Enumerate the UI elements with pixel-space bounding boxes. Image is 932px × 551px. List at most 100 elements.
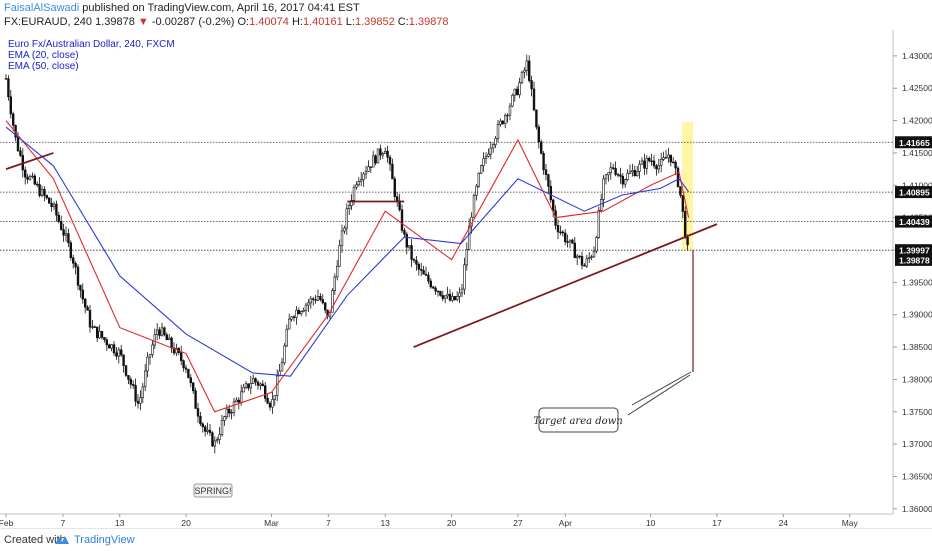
low-value: 1.39852 xyxy=(354,16,395,28)
candle-body xyxy=(134,385,137,402)
candle-body xyxy=(263,385,267,399)
candle-body xyxy=(633,170,637,177)
candle-body xyxy=(91,326,94,328)
candle-body xyxy=(120,349,123,356)
candle-body xyxy=(645,157,649,169)
candle-body xyxy=(225,408,228,418)
candle-body xyxy=(463,264,466,290)
candle-body xyxy=(86,306,89,311)
candle-body xyxy=(391,163,394,180)
candle-body xyxy=(170,337,173,349)
candle-body xyxy=(196,408,200,417)
candle-body xyxy=(573,242,577,259)
candle-body xyxy=(180,352,183,362)
ema50-line xyxy=(5,126,690,377)
price-tick-label: 1.37500 xyxy=(902,407,932,417)
candle-body xyxy=(100,331,104,338)
time-tick-label: 13 xyxy=(115,518,125,528)
candle-body xyxy=(285,328,288,347)
candle-body xyxy=(647,157,651,162)
author-link[interactable]: FaisalAlSawadi xyxy=(4,2,80,14)
price-tick-label: 1.37000 xyxy=(902,439,932,449)
candle-body xyxy=(228,408,231,414)
candle-body xyxy=(635,171,639,177)
target-projection: Target area down xyxy=(533,250,694,433)
candle-body xyxy=(551,199,555,212)
candle-body xyxy=(376,148,380,164)
candle-body xyxy=(422,270,425,275)
candle-body xyxy=(667,154,670,159)
time-tick-label: 7 xyxy=(61,518,66,528)
candle-body xyxy=(148,354,152,358)
candle-body xyxy=(242,386,245,393)
tradingview-brand[interactable]: TradingView xyxy=(74,534,135,546)
price-label-box xyxy=(895,136,932,149)
candle-body xyxy=(580,255,584,266)
time-tick-label: 13 xyxy=(380,518,390,528)
candle-body xyxy=(187,368,190,379)
candle-body xyxy=(256,381,260,386)
candle-body xyxy=(626,173,629,180)
candle-body xyxy=(561,231,565,234)
candle-body xyxy=(208,429,212,433)
candle-body xyxy=(590,256,593,258)
candle-body xyxy=(587,256,591,260)
candle-body xyxy=(614,167,617,175)
candle-body xyxy=(23,169,27,178)
candle-body xyxy=(657,164,661,170)
candle-body xyxy=(506,114,509,117)
candle-body xyxy=(527,60,531,81)
close-label: C: xyxy=(397,16,409,28)
candle-body xyxy=(16,136,20,152)
time-axis: Feb 7 13 20 Mar 7 13 20 27 Apr 10 17 24 May xyxy=(0,513,893,528)
candle-body xyxy=(69,242,73,259)
legend-ema50: EMA (50, close) xyxy=(8,61,79,72)
candle-body xyxy=(319,296,322,300)
candle-body xyxy=(232,401,236,413)
candle-body xyxy=(124,365,128,376)
candle-body xyxy=(165,334,168,341)
trend-line xyxy=(5,152,54,170)
candle-body xyxy=(146,356,149,372)
candle-body xyxy=(295,309,298,318)
candle-body xyxy=(547,174,550,187)
candle-body xyxy=(84,298,87,308)
candle-body xyxy=(249,383,252,389)
candle-body xyxy=(117,349,121,357)
price-tick-label: 1.36500 xyxy=(902,471,932,481)
candle-body xyxy=(201,423,204,428)
candle-body xyxy=(153,334,156,346)
candle-body xyxy=(417,264,420,270)
candle-body xyxy=(79,285,82,291)
candle-body xyxy=(223,416,226,421)
candle-body xyxy=(307,302,310,306)
candle-body xyxy=(640,160,644,165)
candle-body xyxy=(240,391,243,403)
candle-body xyxy=(434,287,437,292)
candle-body xyxy=(55,203,58,216)
candle-body xyxy=(530,80,533,90)
price-chart[interactable]: Target area down SPRING! 1.43000 1.42500 1… xyxy=(0,30,932,528)
time-tick-label: May xyxy=(842,518,859,528)
candle-body xyxy=(4,78,8,80)
candle-body xyxy=(458,292,461,297)
candle-body xyxy=(88,310,92,328)
candle-body xyxy=(683,211,687,238)
time-tick-label: 7 xyxy=(326,518,331,528)
candle-body xyxy=(40,188,44,196)
candle-body xyxy=(129,379,132,385)
candle-body xyxy=(367,166,370,172)
candle-body xyxy=(383,150,387,154)
candle-body xyxy=(429,280,432,288)
candle-body xyxy=(199,415,202,425)
candle-body xyxy=(19,150,22,156)
candle-body xyxy=(604,174,608,180)
candle-body xyxy=(252,378,255,384)
price-tick-label: 1.36000 xyxy=(902,504,932,514)
candle-body xyxy=(158,329,161,336)
candle-body xyxy=(496,124,500,139)
candle-body xyxy=(57,214,61,222)
candle-body xyxy=(403,230,406,235)
target-callout: Target area down xyxy=(533,416,622,427)
price-tick-label: 1.42500 xyxy=(902,83,932,93)
